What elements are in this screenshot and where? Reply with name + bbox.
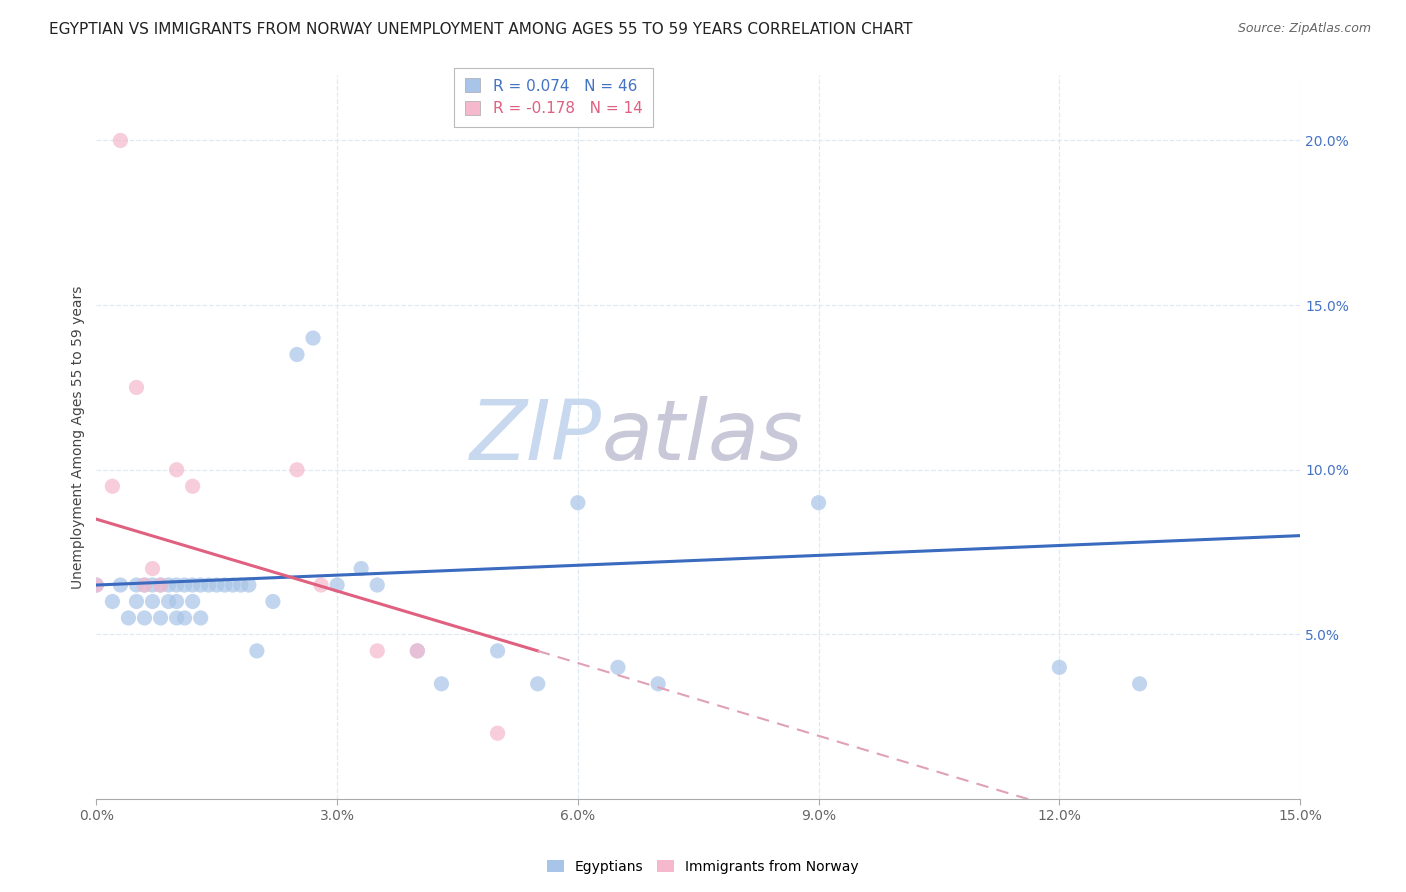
Legend: R = 0.074   N = 46, R = -0.178   N = 14: R = 0.074 N = 46, R = -0.178 N = 14	[454, 68, 654, 127]
Point	[246, 644, 269, 658]
Text: Source: ZipAtlas.com: Source: ZipAtlas.com	[1237, 22, 1371, 36]
Point	[205, 578, 228, 592]
Point	[125, 380, 148, 394]
Point	[149, 578, 172, 592]
Point	[173, 578, 195, 592]
Point	[214, 578, 236, 592]
Point	[173, 611, 195, 625]
Point	[309, 578, 332, 592]
Point	[222, 578, 245, 592]
Point	[134, 578, 156, 592]
Point	[326, 578, 349, 592]
Point	[1129, 677, 1152, 691]
Point	[430, 677, 453, 691]
Point	[486, 726, 509, 740]
Text: atlas: atlas	[602, 396, 804, 477]
Point	[141, 561, 163, 575]
Point	[190, 611, 212, 625]
Point	[125, 578, 148, 592]
Point	[1047, 660, 1070, 674]
Point	[181, 594, 204, 608]
Point	[197, 578, 219, 592]
Point	[229, 578, 252, 592]
Text: EGYPTIAN VS IMMIGRANTS FROM NORWAY UNEMPLOYMENT AMONG AGES 55 TO 59 YEARS CORREL: EGYPTIAN VS IMMIGRANTS FROM NORWAY UNEMP…	[49, 22, 912, 37]
Point	[181, 578, 204, 592]
Point	[366, 644, 388, 658]
Point	[406, 644, 429, 658]
Point	[166, 594, 188, 608]
Point	[141, 578, 163, 592]
Point	[238, 578, 260, 592]
Point	[134, 578, 156, 592]
Text: ZIP: ZIP	[470, 396, 602, 477]
Point	[166, 463, 188, 477]
Point	[166, 578, 188, 592]
Point	[101, 479, 124, 493]
Point	[86, 578, 108, 592]
Point	[366, 578, 388, 592]
Point	[406, 644, 429, 658]
Point	[125, 594, 148, 608]
Point	[526, 677, 548, 691]
Point	[262, 594, 284, 608]
Point	[86, 578, 108, 592]
Point	[486, 644, 509, 658]
Point	[647, 677, 669, 691]
Point	[181, 479, 204, 493]
Point	[807, 496, 830, 510]
Point	[285, 347, 308, 361]
Point	[157, 594, 180, 608]
Point	[110, 578, 132, 592]
Legend: Egyptians, Immigrants from Norway: Egyptians, Immigrants from Norway	[540, 853, 866, 880]
Point	[285, 463, 308, 477]
Point	[141, 594, 163, 608]
Point	[607, 660, 630, 674]
Point	[166, 611, 188, 625]
Point	[302, 331, 325, 345]
Point	[190, 578, 212, 592]
Point	[117, 611, 139, 625]
Point	[149, 611, 172, 625]
Point	[149, 578, 172, 592]
Y-axis label: Unemployment Among Ages 55 to 59 years: Unemployment Among Ages 55 to 59 years	[72, 285, 86, 589]
Point	[157, 578, 180, 592]
Point	[134, 611, 156, 625]
Point	[110, 133, 132, 147]
Point	[101, 594, 124, 608]
Point	[567, 496, 589, 510]
Point	[350, 561, 373, 575]
